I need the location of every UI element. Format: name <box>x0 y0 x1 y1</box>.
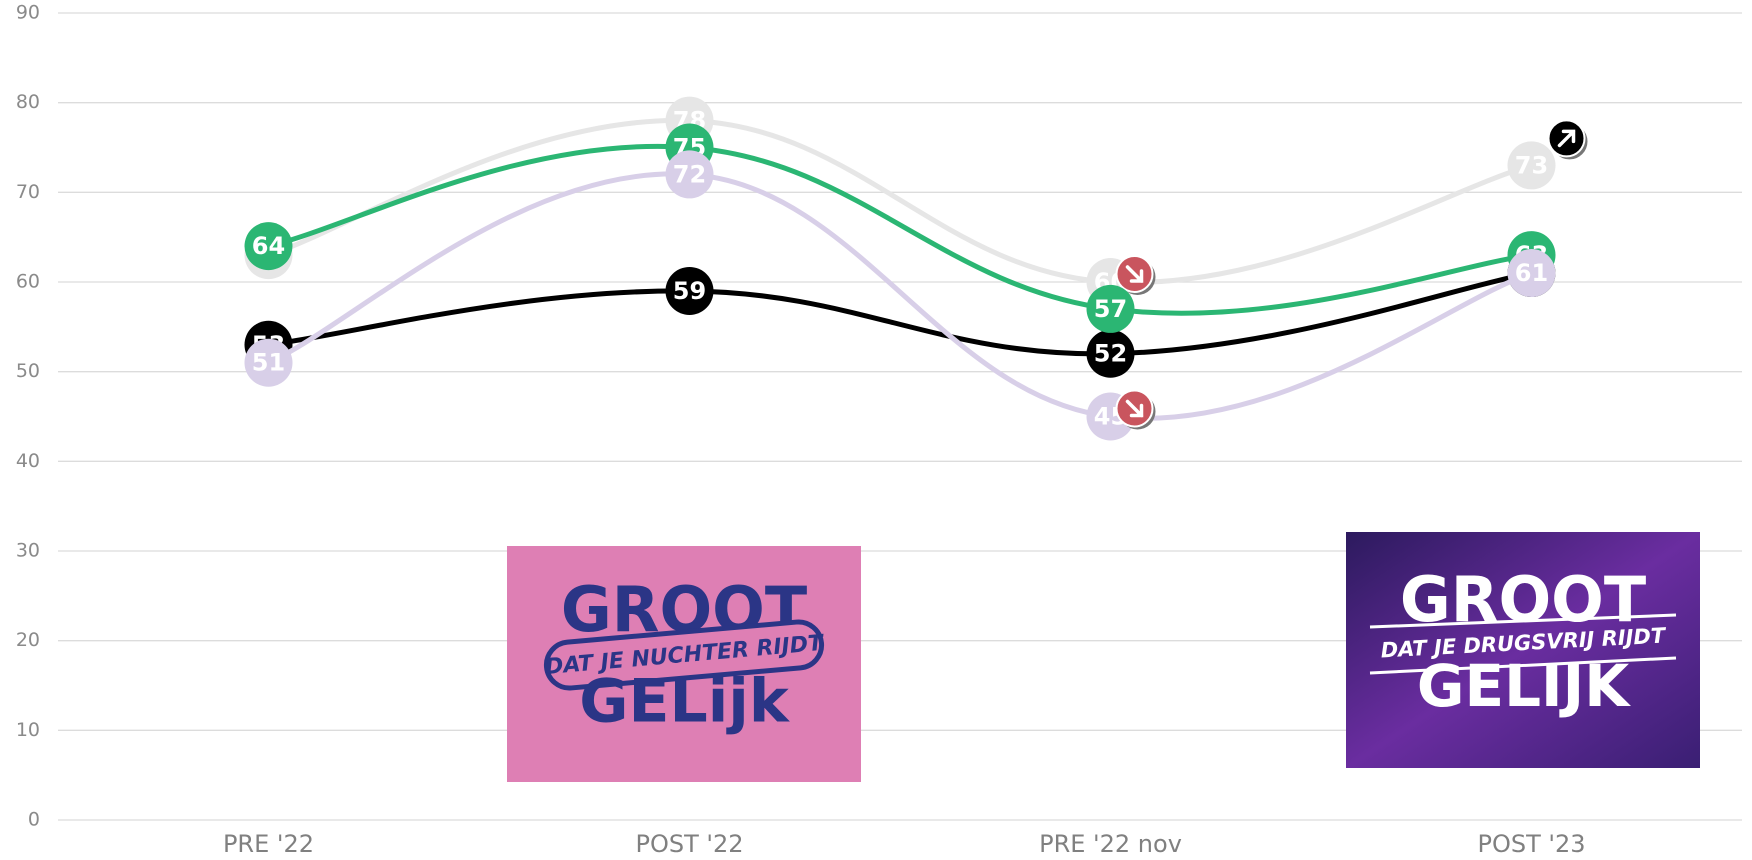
series: 63786073 <box>245 97 1588 306</box>
x-tick-label: PRE '22 nov <box>1039 830 1182 858</box>
y-tick-label: 50 <box>16 360 40 382</box>
data-label: 61 <box>1515 259 1548 287</box>
series: 64755763 <box>245 124 1556 333</box>
y-tick-label: 70 <box>16 181 40 203</box>
y-tick-label: 0 <box>28 809 40 831</box>
y-tick-label: 40 <box>16 450 40 472</box>
data-label: 51 <box>252 349 285 377</box>
x-tick-label: PRE '22 <box>223 830 314 858</box>
data-label: 73 <box>1515 151 1548 179</box>
data-label: 57 <box>1094 295 1127 323</box>
data-label: 64 <box>252 232 285 260</box>
x-tick-label: POST '22 <box>635 830 743 858</box>
y-tick-label: 30 <box>16 540 40 562</box>
line <box>269 120 1532 282</box>
data-label: 52 <box>1094 340 1127 368</box>
data-label: 59 <box>673 277 706 305</box>
x-tick-label: POST '23 <box>1477 830 1585 858</box>
data-label: 72 <box>673 160 706 188</box>
poster: GROOT DAT JE NUCHTER RIJDT GELijk <box>507 546 861 782</box>
y-tick-label: 80 <box>16 91 40 113</box>
poster-text: GELIJK <box>1417 652 1631 720</box>
y-tick-label: 10 <box>16 719 40 741</box>
poster-text: GELijk <box>579 667 791 737</box>
y-tick-label: 90 <box>16 2 40 24</box>
poster: GROOT DAT JE DRUGSVRIJ RIJDT GELIJK <box>1346 532 1700 768</box>
chart: 0 10 20 30 40 50 60 70 80 90 PRE '22 POST '22 PRE '2… <box>0 0 1752 860</box>
y-tick-label: 60 <box>16 271 40 293</box>
line <box>269 273 1532 354</box>
plot: 63786073535952616475576351724561 <box>245 97 1588 441</box>
y-tick-label: 20 <box>16 629 40 651</box>
